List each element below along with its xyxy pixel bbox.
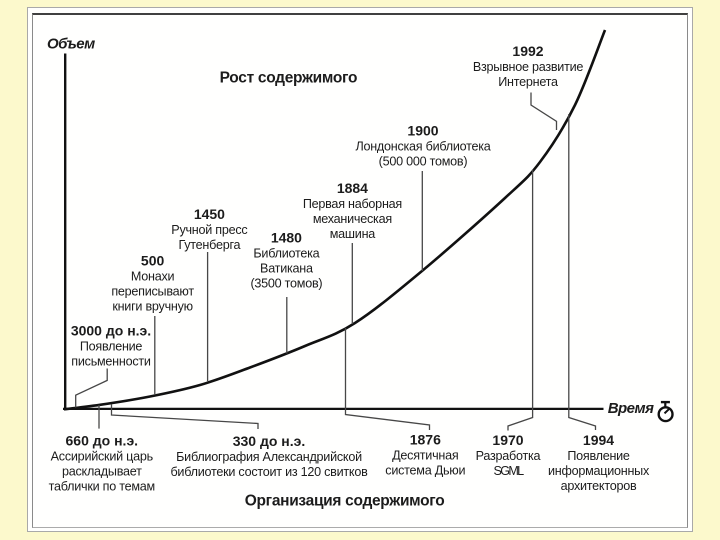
svg-text:Рост содержимого: Рост содержимого [220, 70, 358, 87]
svg-text:1480: 1480 [271, 229, 302, 245]
svg-text:Гутенберга: Гутенберга [179, 238, 241, 252]
svg-text:1876: 1876 [410, 432, 441, 448]
svg-text:Появление: Появление [80, 340, 143, 354]
svg-text:SGML: SGML [494, 464, 525, 478]
svg-text:3000 до н.э.: 3000 до н.э. [71, 323, 151, 339]
svg-text:раскладывает: раскладывает [62, 464, 142, 478]
svg-text:Время: Время [608, 400, 654, 417]
svg-text:500: 500 [141, 253, 165, 269]
svg-text:Десятичная: Десятичная [392, 449, 458, 463]
svg-text:библиотеки состоит из 120 свит: библиотеки состоит из 120 свитков [170, 465, 368, 479]
svg-text:Библиотека: Библиотека [253, 246, 319, 260]
svg-text:Разработка: Разработка [476, 449, 541, 463]
svg-text:1992: 1992 [512, 43, 543, 59]
svg-text:машина: машина [330, 227, 376, 241]
svg-text:(500 000 томов): (500 000 томов) [379, 155, 468, 169]
svg-text:система Дьюи: система Дьюи [385, 464, 465, 478]
svg-text:Ручной пресс: Ручной пресс [171, 223, 247, 237]
svg-text:Объем: Объем [47, 36, 95, 53]
svg-text:Интернета: Интернета [498, 75, 558, 89]
svg-text:таблички по темам: таблички по темам [49, 479, 155, 493]
svg-text:Ассирийский царь: Ассирийский царь [51, 449, 154, 463]
svg-text:архитекторов: архитекторов [561, 479, 637, 493]
svg-text:механическая: механическая [313, 212, 392, 226]
svg-text:Первая наборная: Первая наборная [303, 197, 402, 211]
svg-text:информационных: информационных [548, 464, 650, 478]
svg-text:1900: 1900 [407, 123, 438, 139]
svg-text:Лондонская библиотека: Лондонская библиотека [355, 140, 490, 154]
svg-text:переписывают: переписывают [111, 285, 194, 299]
svg-text:книги вручную: книги вручную [112, 300, 193, 314]
svg-text:Библиография Александрийской: Библиография Александрийской [176, 450, 362, 464]
svg-text:Появление: Появление [567, 449, 630, 463]
svg-text:330 до н.э.: 330 до н.э. [233, 433, 306, 449]
svg-text:1884: 1884 [337, 180, 368, 196]
svg-text:(3500 томов): (3500 томов) [250, 276, 322, 290]
svg-text:1994: 1994 [583, 432, 614, 448]
svg-text:Взрывное развитие: Взрывное развитие [473, 60, 584, 74]
svg-text:1970: 1970 [492, 432, 523, 448]
svg-text:660 до н.э.: 660 до н.э. [66, 432, 139, 448]
svg-text:письменности: письменности [71, 355, 151, 369]
svg-text:Ватикана: Ватикана [260, 261, 313, 275]
svg-text:Организация содержимого: Организация содержимого [245, 493, 445, 510]
svg-text:1450: 1450 [194, 206, 225, 222]
svg-text:Монахи: Монахи [131, 270, 175, 284]
